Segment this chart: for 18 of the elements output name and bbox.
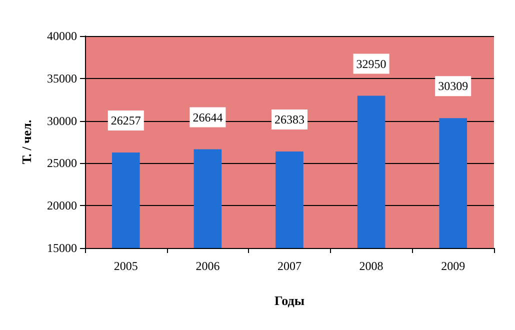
x-tick-label: 2008 [359, 259, 384, 273]
x-tick-label: 2005 [114, 259, 138, 273]
y-axis-title: Т. / чел. [19, 120, 34, 164]
y-tick-label: 40000 [47, 29, 77, 43]
data-label: 26257 [110, 114, 141, 128]
x-tick-label: 2006 [196, 259, 220, 273]
y-tick-label: 15000 [47, 241, 77, 255]
data-label: 26644 [192, 110, 223, 124]
y-tick-label: 25000 [47, 156, 77, 170]
x-tick-label: 2009 [441, 259, 466, 273]
y-tick-label: 30000 [47, 114, 77, 128]
y-tick-label: 35000 [47, 71, 77, 86]
data-label: 30309 [438, 79, 468, 94]
y-tick-label: 20000 [47, 198, 77, 213]
data-label: 26383 [274, 112, 304, 126]
x-axis-title: Годы [274, 293, 304, 308]
data-label: 32950 [356, 56, 386, 71]
x-tick-label: 2007 [278, 259, 302, 273]
